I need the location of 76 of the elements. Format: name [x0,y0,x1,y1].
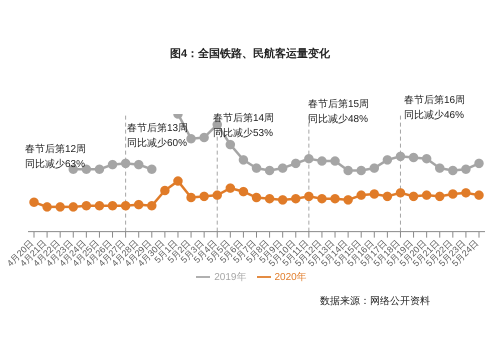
text: 春节后第15周 [308,98,370,111]
annotation: 同比减少53% [213,127,274,140]
point [461,164,471,174]
point [317,156,327,166]
point [434,163,444,173]
point [474,190,484,200]
annotation: 同比减少60% [127,137,188,150]
annotation: 春节后第13周 [127,122,188,135]
text: 春节后第16周 [404,94,466,107]
point [186,192,196,202]
point [212,190,222,200]
point [82,201,92,211]
point [343,166,353,176]
point [134,160,144,170]
point [264,194,274,204]
point [226,183,236,193]
point [264,166,274,176]
legend-label: 2019年 [214,272,246,283]
point [370,163,380,173]
chart-title: 图4：全国铁路、民航客运量变化 [168,46,332,61]
point [68,202,78,212]
legend-label: 2020年 [274,272,307,283]
annotation: 春节后第14周 [213,112,274,125]
point [448,189,458,199]
point [238,155,248,165]
point [120,201,130,211]
point [120,158,130,168]
point [434,192,444,202]
point [108,160,118,170]
point [317,194,327,204]
point [396,152,406,162]
point [382,155,392,165]
annotation: 同比减少48% [308,113,368,126]
point [356,166,366,176]
point [278,195,288,205]
annotation: 同比减少63% [25,158,86,171]
point [291,158,301,168]
point [356,190,366,200]
point [408,152,418,162]
point [330,194,340,204]
point [147,201,157,211]
point [199,192,209,202]
point [186,134,196,144]
point [422,190,432,200]
point [29,197,39,207]
annotation: 同比减少46% [404,109,464,122]
point [94,164,104,174]
point [461,188,471,198]
point [147,164,157,174]
point [382,192,392,202]
point [42,202,52,212]
point [55,202,65,212]
point [408,192,418,202]
annotation: 春节后第12周 [25,143,86,156]
point [343,195,353,205]
point [173,176,183,186]
point [396,188,406,198]
point [422,154,432,164]
point [226,140,236,150]
point [278,163,288,173]
point [330,156,340,166]
point [160,186,170,196]
point [94,201,104,211]
point [238,186,248,196]
source-note: 数据来源：网络公开资料 [320,294,430,308]
point [252,163,262,173]
point [291,194,301,204]
point [304,154,314,164]
point [448,166,458,176]
point [474,158,484,168]
point [134,200,144,210]
point [199,132,209,142]
point [370,189,380,199]
point [252,192,262,202]
point [108,201,118,211]
point [304,192,314,202]
